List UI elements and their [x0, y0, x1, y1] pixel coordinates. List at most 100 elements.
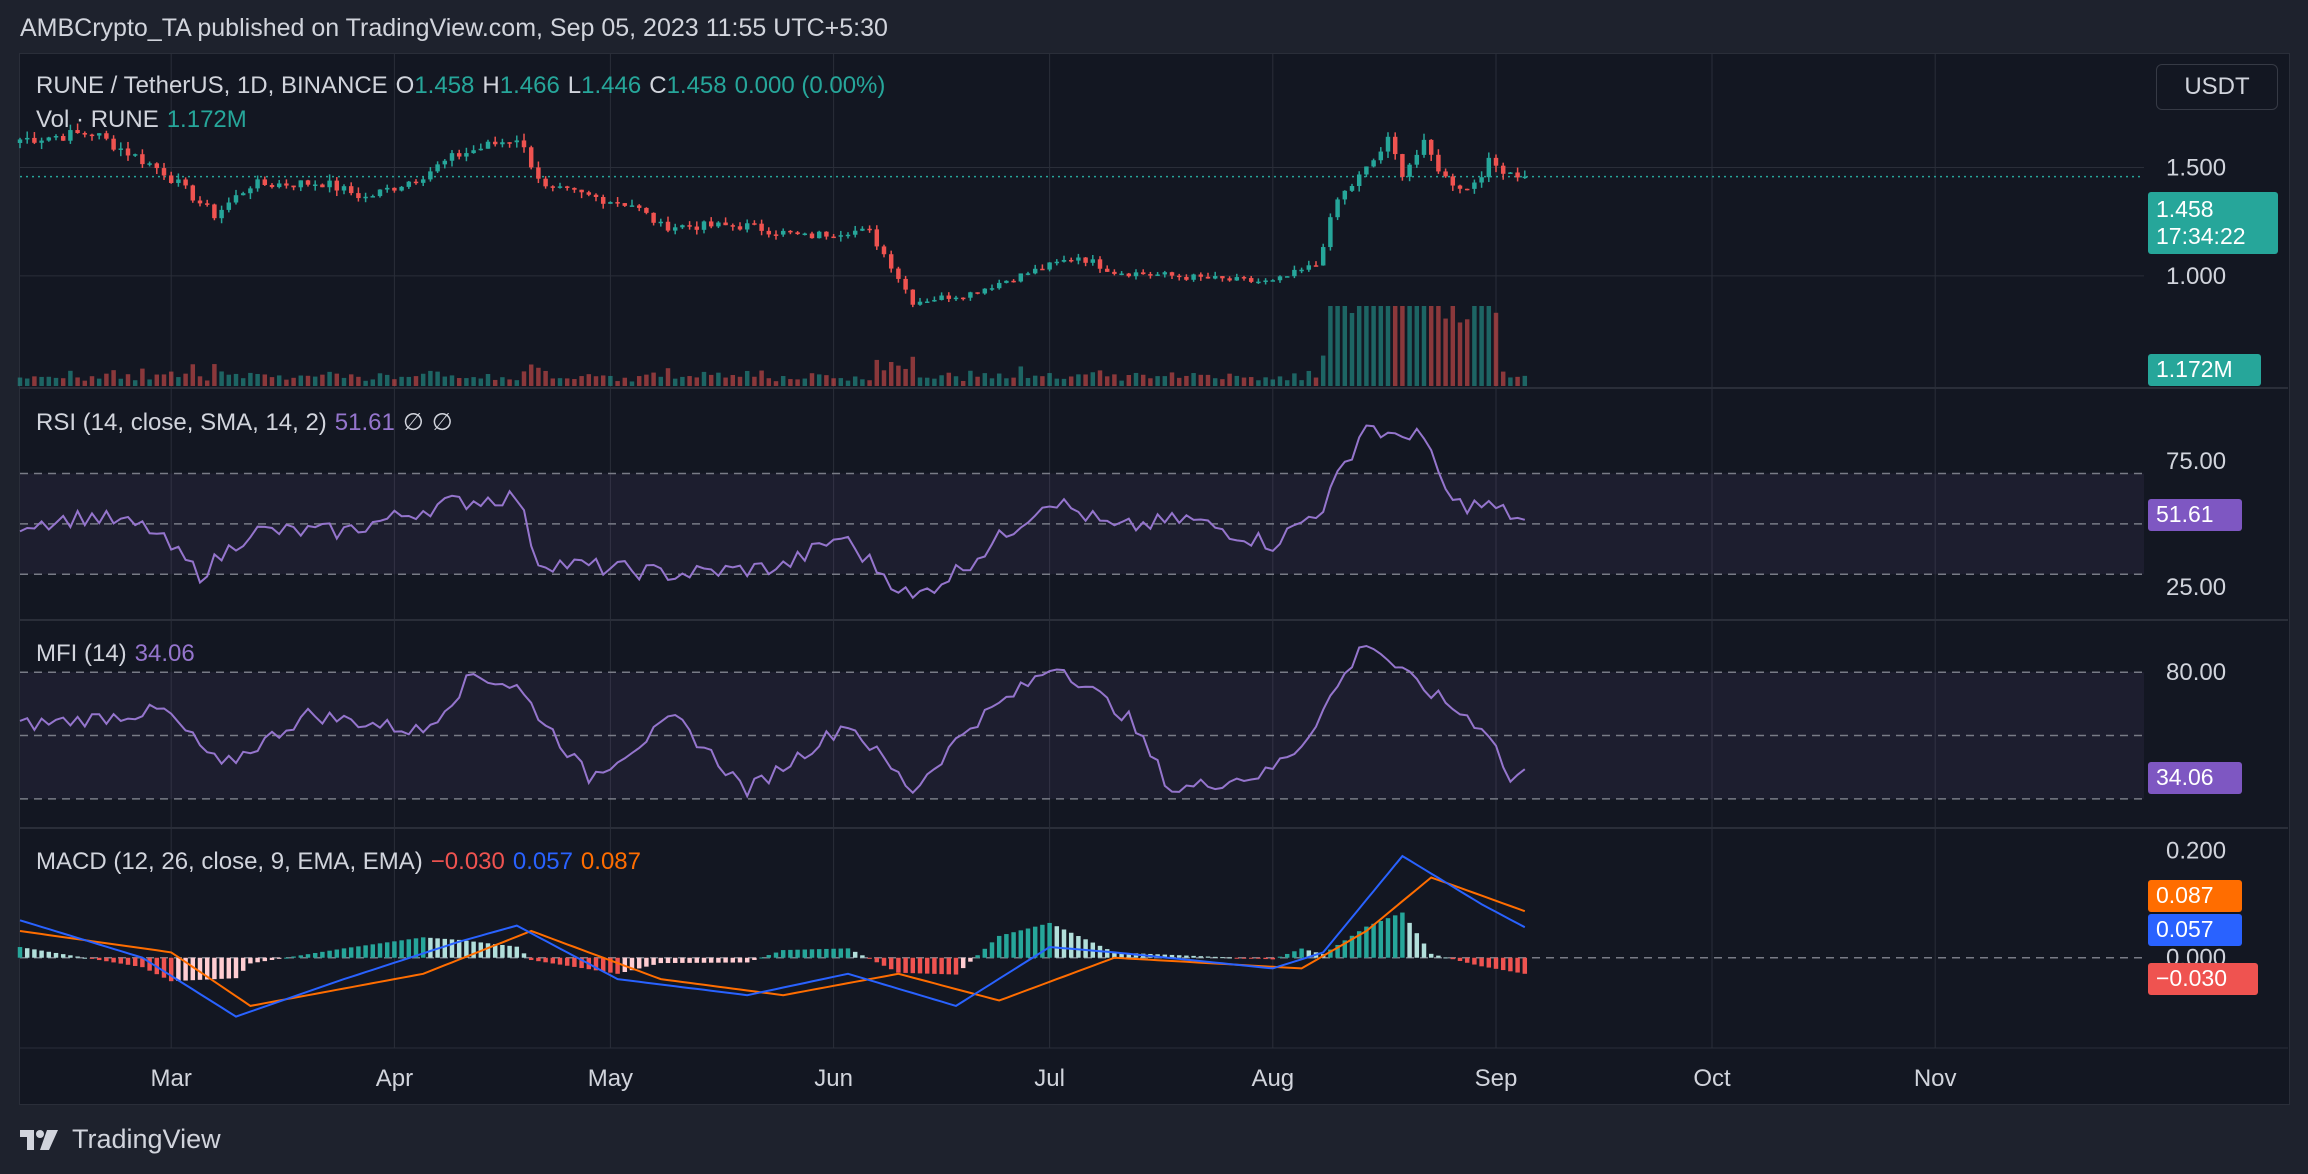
candle-body: [204, 203, 210, 205]
macd-histogram-bar: [730, 957, 736, 963]
macd-histogram-bar: [528, 957, 534, 961]
volume-bar: [1385, 306, 1391, 386]
chart-frame[interactable]: [19, 53, 2290, 1105]
candle-body: [622, 203, 628, 206]
volume-bar: [406, 376, 412, 386]
volume-bar: [89, 376, 95, 386]
volume-bar: [140, 368, 145, 386]
macd-histogram-bar: [284, 957, 289, 959]
volume-bar: [1061, 378, 1067, 386]
volume-bar: [1104, 376, 1110, 386]
candle-body: [456, 153, 462, 157]
volume-bar: [471, 377, 476, 386]
x-tick-label: Sep: [1475, 1065, 1518, 1092]
rsi-band: [20, 473, 2144, 575]
candle-body: [320, 184, 325, 188]
candle-body: [60, 136, 66, 141]
candle-body: [564, 186, 570, 188]
volume-bar: [1263, 377, 1268, 386]
macd-histogram-bar: [1227, 957, 1232, 959]
candle-body: [816, 231, 822, 239]
volume-bar: [413, 376, 419, 386]
mfi-axis-label: 80.00: [2166, 659, 2226, 686]
macd-histogram-bar: [1299, 948, 1304, 958]
macd-histogram-bar: [903, 957, 908, 973]
candle-body: [1011, 280, 1016, 283]
candle-body: [1479, 177, 1484, 183]
macd-histogram-bar: [1198, 956, 1204, 958]
volume-bar: [435, 371, 440, 386]
macd-histogram-bar: [939, 957, 944, 975]
macd-histogram-bar: [24, 948, 30, 958]
macd-histogram-bar: [492, 944, 498, 958]
volume-bar: [75, 377, 80, 386]
candle-body: [219, 209, 224, 219]
macd-histogram-bar: [1421, 943, 1427, 958]
candle-body: [953, 297, 959, 300]
candle-body: [1277, 276, 1283, 281]
macd-histogram-bar: [1472, 957, 1477, 965]
volume-bar: [730, 375, 736, 386]
macd-histogram-bar: [579, 957, 584, 969]
volume-bar: [687, 376, 692, 386]
candle-body: [1104, 268, 1110, 272]
macd-tag: 0.057: [2148, 914, 2242, 946]
candle-body: [514, 140, 520, 143]
volume-bar: [744, 370, 750, 386]
volume-bar: [1097, 370, 1103, 386]
macd-histogram-bar: [89, 957, 95, 959]
macd-histogram-bar: [543, 957, 548, 963]
candle-body: [1436, 154, 1441, 172]
volume-bar: [672, 378, 678, 386]
candle-body: [1400, 154, 1405, 177]
volume-bar: [384, 374, 390, 386]
macd-histogram-bar: [132, 957, 138, 966]
volume-bar: [276, 375, 282, 386]
macd-histogram-bar: [557, 957, 563, 965]
volume-bar: [1400, 306, 1405, 386]
macd-histogram-bar: [226, 957, 232, 979]
volume-bar: [442, 376, 448, 386]
currency-button[interactable]: USDT: [2156, 64, 2278, 110]
candle-body: [1493, 157, 1499, 166]
x-tick-label: Nov: [1914, 1065, 1957, 1092]
candle-body: [1378, 151, 1384, 161]
macd-histogram-bar: [572, 957, 577, 967]
macd-histogram-bar: [780, 950, 786, 958]
candle-body: [874, 229, 880, 247]
candle-body: [1457, 185, 1463, 189]
candle-body: [860, 228, 865, 231]
candle-body: [507, 142, 512, 144]
macd-histogram-bar: [233, 957, 239, 979]
countdown-value: 17:34:22: [2156, 223, 2246, 249]
volume-bar: [867, 380, 872, 386]
candle-body: [989, 288, 995, 290]
volume-bar: [1126, 375, 1132, 386]
volume-bar: [392, 379, 397, 386]
tradingview-brand[interactable]: TradingView: [20, 1124, 221, 1155]
candle-body: [118, 148, 124, 150]
candle-body: [1464, 188, 1470, 191]
candle-body: [600, 196, 606, 204]
macd-histogram-bar: [1364, 926, 1369, 958]
macd-histogram-bar: [514, 946, 520, 958]
candle-body: [694, 226, 700, 230]
candle-body: [1256, 281, 1261, 284]
candle-body: [1292, 269, 1297, 277]
macd-histogram-bar: [636, 957, 642, 969]
macd-histogram-bar: [104, 957, 109, 962]
macd-histogram-bar: [1292, 951, 1297, 958]
macd-histogram-bar: [1428, 953, 1434, 958]
candle-body: [651, 212, 656, 223]
candle-body: [471, 150, 476, 154]
macd-histogram-bar: [737, 957, 743, 963]
macd-histogram-bar: [924, 957, 930, 974]
volume-bar: [680, 376, 685, 386]
volume-bar: [816, 374, 822, 386]
macd-histogram-bar: [190, 957, 196, 981]
volume-bar: [183, 373, 188, 386]
candle-body: [1148, 274, 1153, 276]
candle-body: [384, 187, 390, 190]
candle-body: [500, 142, 505, 145]
